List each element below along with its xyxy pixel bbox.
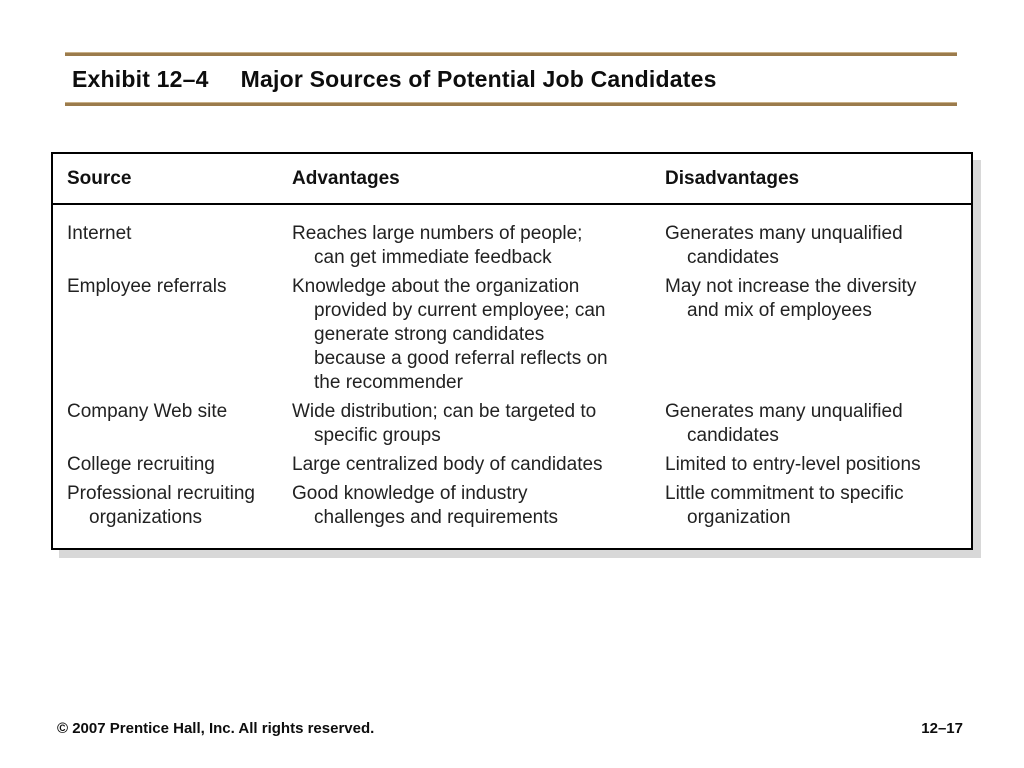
copyright-text: © 2007 Prentice Hall, Inc. All rights re… — [57, 720, 375, 737]
cell-advantages: Knowledge about the organization provide… — [292, 276, 608, 393]
cell-source: Company Web site — [67, 401, 228, 422]
cell-advantages: Good knowledge of industry challenges an… — [292, 483, 558, 528]
cell-source: Professional recruiting organizations — [67, 483, 255, 528]
exhibit-table: Source Advantages Disadvantages Internet… — [51, 152, 973, 550]
cell-disadvantages: Generates many unqualified candidates — [665, 401, 903, 446]
exhibit-title: Major Sources of Potential Job Candidate… — [240, 66, 717, 92]
column-header-advantages: Advantages — [292, 167, 400, 189]
cell-disadvantages: Generates many unqualified candidates — [665, 223, 903, 268]
exhibit-number: Exhibit 12–4 — [72, 66, 209, 92]
cell-advantages: Wide distribution; can be targeted to sp… — [292, 401, 597, 446]
cell-source: Employee referrals — [67, 276, 227, 297]
table-row: Company Web site Wide distribution; can … — [53, 400, 971, 448]
cell-disadvantages: Limited to entry-level positions — [665, 454, 921, 475]
title-rule-bottom — [65, 102, 957, 106]
cell-advantages: Large centralized body of candidates — [292, 454, 603, 475]
cell-disadvantages: Little commitment to specific organizati… — [665, 483, 904, 528]
table-header-row: Source Advantages Disadvantages — [53, 154, 971, 205]
column-header-source: Source — [67, 167, 132, 189]
column-header-disadvantages: Disadvantages — [665, 167, 800, 189]
slide-footer: © 2007 Prentice Hall, Inc. All rights re… — [57, 720, 963, 737]
page-title: Exhibit 12–4 Major Sources of Potential J… — [65, 56, 957, 102]
cell-source: College recruiting — [67, 454, 215, 475]
table-row: College recruiting Large centralized bod… — [53, 453, 971, 477]
cell-advantages: Reaches large numbers of people; can get… — [292, 223, 583, 268]
page-number: 12–17 — [921, 720, 963, 737]
table-body: Internet Reaches large numbers of people… — [53, 205, 971, 530]
table-row: Internet Reaches large numbers of people… — [53, 222, 971, 270]
cell-source: Internet — [67, 223, 132, 244]
table-row: Professional recruiting organizations Go… — [53, 482, 971, 530]
table-row: Employee referrals Knowledge about the o… — [53, 275, 971, 395]
title-block: Exhibit 12–4 Major Sources of Potential J… — [65, 52, 957, 106]
title-rule-top — [65, 52, 957, 56]
cell-disadvantages: May not increase the diversity and mix o… — [665, 276, 917, 321]
